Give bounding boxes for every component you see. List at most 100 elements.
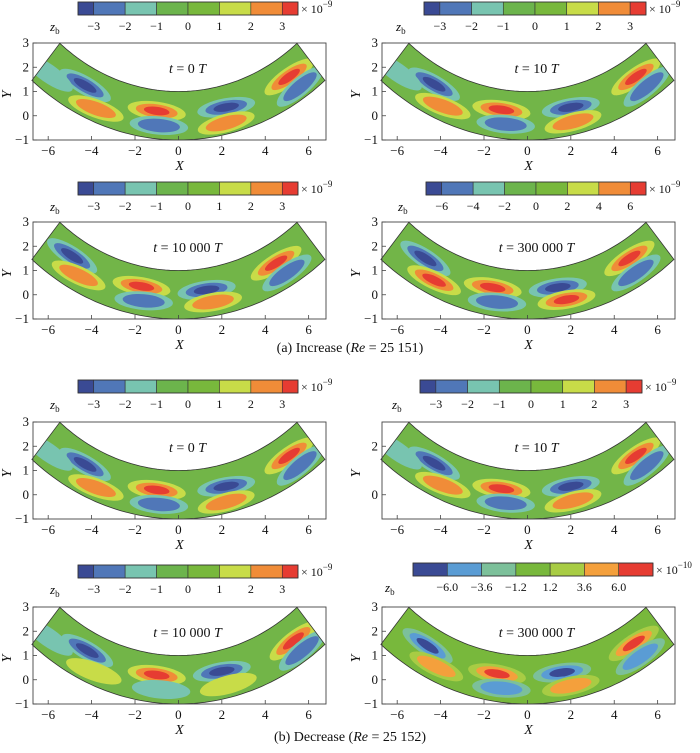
contour-level: [422, 475, 463, 495]
y-tick-label: 0: [23, 487, 30, 502]
colorbar-frame: [412, 562, 654, 577]
x-tick-label: −6: [390, 322, 404, 337]
panel-a-1: −3 −2 −1 0 1 2 3 zb × 10−9 −6 −4 −2 0 2 4 6 −1 0 1 2 3 X Yt = …: [349, 0, 681, 174]
contour-level: [128, 281, 155, 291]
x-tick-label: −6: [41, 322, 55, 337]
y-tick-label: −1: [364, 696, 378, 711]
colorbar-tick-label: 2: [248, 397, 254, 411]
contour-field: [402, 625, 665, 698]
x-tick-label: −4: [434, 522, 448, 537]
contour-field: [31, 54, 324, 136]
colorbar-tick-label: −3: [429, 397, 442, 411]
x-tick-label: 6: [654, 322, 661, 337]
contour-level: [283, 451, 317, 481]
contour-level: [479, 282, 506, 293]
colorbar-segment: [93, 564, 126, 579]
contour-level: [622, 635, 645, 652]
x-tick-label: −6: [41, 707, 55, 722]
colorbar-tick-label: −1: [150, 582, 163, 596]
contour-level: [282, 632, 304, 650]
colorbar-segment: [124, 181, 157, 196]
colorbar-segment: [187, 379, 220, 394]
contour-level: [480, 681, 523, 696]
y-tick-label: 1: [23, 648, 30, 663]
colorbar-segment: [250, 564, 283, 579]
y-tick-label: −1: [364, 132, 378, 147]
vortex-positive: [269, 621, 318, 661]
colorbar-tick-label: 3: [279, 582, 285, 596]
colorbar: −6.0 −3.6 −1.2 1.2 3.6 6.0 zb × 10−10: [384, 560, 692, 597]
contour-level: [269, 259, 305, 287]
vortex-positive: [68, 95, 124, 122]
colorbar-segment: [530, 379, 564, 394]
contour-level: [552, 492, 594, 510]
x-tick-label: −2: [477, 707, 491, 722]
y-tick-label: 1: [372, 263, 379, 278]
colorbar-segment: [281, 564, 299, 579]
colorbar-exponent: × 10−9: [649, 0, 681, 16]
colorbar-tick-label: −1.2: [505, 580, 527, 594]
colorbar-segment: [629, 1, 647, 16]
contour-level: [205, 114, 247, 132]
colorbar-segment: [584, 562, 620, 577]
panel-title: t = 10 T: [514, 441, 559, 456]
vortex-positive: [542, 674, 600, 697]
x-tick-label: 0: [175, 522, 182, 537]
colorbar: −3 −2 −1 0 1 2 3 zb × 10−9: [49, 562, 333, 599]
vortex-negative: [623, 66, 671, 107]
colorbar: −3 −2 −1 0 1 2 3 zb × 10−9: [49, 377, 333, 414]
colorbar-segment: [629, 181, 647, 196]
colorbar-segment: [467, 379, 500, 394]
colorbar-segment: [618, 562, 654, 577]
vortex-positive: [127, 479, 186, 500]
panel-title: t = 300 000 T: [499, 626, 576, 641]
x-tick-label: −6: [41, 522, 55, 537]
x-axis-label: X: [174, 723, 184, 738]
contour-field: [400, 240, 661, 312]
colorbar-tick-label: −6: [435, 199, 448, 213]
colorbar-label: zb: [49, 199, 60, 216]
vortex-positive: [544, 489, 602, 513]
contour-level: [488, 105, 515, 115]
vortex-positive: [264, 58, 314, 96]
contour-level: [618, 259, 654, 287]
x-tick-label: 4: [611, 322, 618, 337]
x-axis-label: X: [174, 338, 184, 353]
x-tick-label: −4: [85, 522, 99, 537]
vortex-positive: [409, 651, 464, 682]
colorbar-tick-label: 3: [627, 19, 633, 33]
colorbar-label: zb: [397, 199, 408, 216]
contour-level: [558, 481, 584, 491]
y-axis-label: Y: [0, 267, 15, 277]
x-tick-label: 0: [175, 143, 182, 158]
vortex-negative: [408, 446, 460, 480]
contour-field: [31, 433, 324, 514]
colorbar-label: zb: [49, 582, 60, 599]
colorbar-segment: [598, 181, 631, 196]
contour-level: [618, 250, 641, 267]
colorbar-tick-label: −3: [87, 19, 100, 33]
axes: −6 −4 −2 0 2 4 6 −1 0 1 2 3 X Yt = 10 000 T: [0, 214, 327, 353]
panel-title: t = 0 T: [169, 441, 207, 456]
colorbar-tick-label: −3: [87, 199, 100, 213]
caption-b: (b) Decrease (Re = 25 152): [0, 730, 700, 746]
y-tick-label: 1: [372, 648, 379, 663]
colorbar-segment: [93, 1, 126, 16]
colorbar-exponent: × 10−9: [649, 179, 681, 196]
y-tick-label: 2: [23, 438, 30, 453]
contour-level: [422, 76, 446, 92]
contour-level: [552, 113, 594, 131]
colorbar-tick-label: 0: [532, 19, 538, 33]
colorbar-label: zb: [395, 19, 406, 36]
x-tick-label: −2: [128, 522, 142, 537]
vortex-positive: [611, 58, 661, 96]
panel-title: t = 300 000 T: [499, 241, 576, 256]
y-tick-label: 1: [372, 84, 379, 99]
colorbar-segment: [156, 564, 189, 579]
y-tick-label: 2: [372, 59, 379, 74]
colorbar-tick-label: 0: [185, 582, 191, 596]
colorbar-segment: [534, 1, 568, 16]
colorbar-tick-label: 1: [216, 199, 222, 213]
colorbar-segment: [281, 181, 299, 196]
x-tick-label: −6: [390, 522, 404, 537]
